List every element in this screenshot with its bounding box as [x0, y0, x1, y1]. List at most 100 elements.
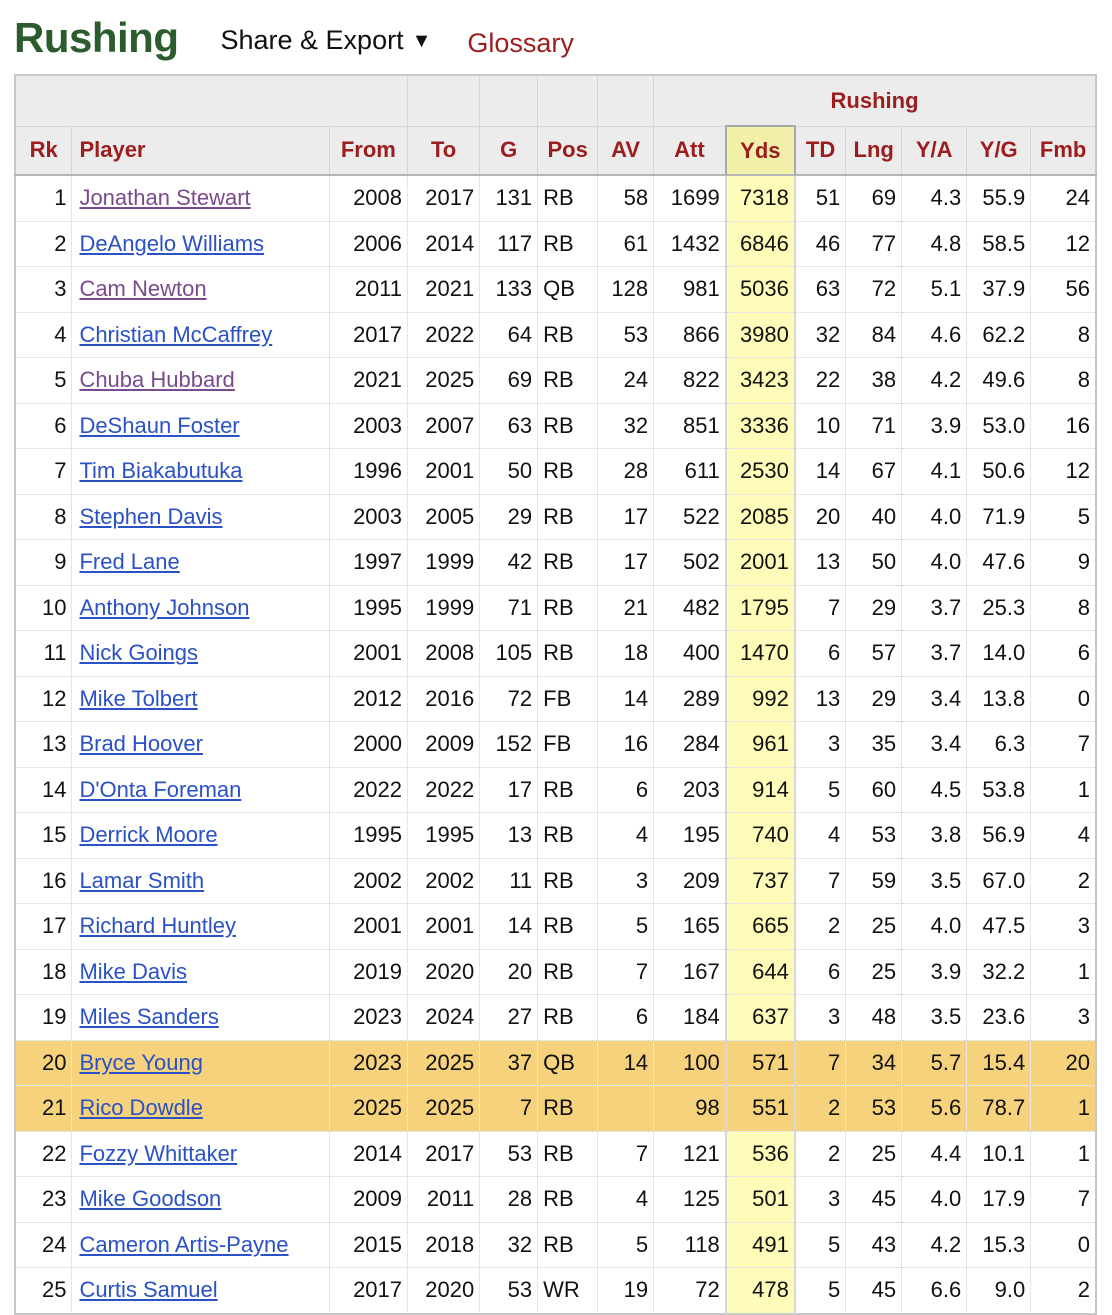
position-cell: RB — [537, 539, 598, 586]
player-link[interactable]: Derrick Moore — [79, 822, 218, 848]
player-link[interactable]: DeShaun Foster — [79, 412, 240, 438]
column-header-att[interactable]: Att — [653, 126, 726, 176]
player-cell: Lamar Smith — [71, 858, 330, 904]
td-cell: 3 — [794, 1176, 846, 1223]
yards-per-game-cell: 71.9 — [966, 494, 1031, 540]
player-link[interactable]: Fozzy Whittaker — [79, 1140, 238, 1166]
yards-per-game-cell: 47.6 — [966, 539, 1031, 586]
column-header-td[interactable]: TD — [794, 126, 846, 176]
attempts-cell: 482 — [653, 585, 726, 631]
from-cell: 2000 — [328, 721, 408, 768]
position-cell: RB — [537, 175, 598, 222]
to-cell: 2018 — [407, 1222, 480, 1268]
yards-per-attempt-cell: 4.2 — [901, 1222, 967, 1268]
player-link[interactable]: Fred Lane — [79, 549, 180, 575]
player-link[interactable]: Stephen Davis — [79, 503, 223, 529]
column-header-rk[interactable]: Rk — [15, 126, 72, 176]
column-header-from[interactable]: From — [328, 126, 408, 176]
games-cell: 7 — [479, 1085, 538, 1132]
av-cell: 4 — [597, 812, 654, 859]
player-link[interactable]: Jonathan Stewart — [79, 185, 251, 211]
yards-cell: 1470 — [724, 630, 796, 677]
rank-cell: 16 — [15, 858, 72, 904]
games-cell: 32 — [479, 1222, 538, 1268]
rank-cell: 24 — [15, 1222, 72, 1268]
share-export-menu[interactable]: Share & Export ▼ — [220, 25, 431, 56]
column-header-fmb[interactable]: Fmb — [1030, 126, 1096, 176]
yards-per-attempt-cell: 3.7 — [901, 585, 967, 631]
player-link[interactable]: D'Onta Foreman — [79, 776, 242, 802]
yards-per-attempt-cell: 3.8 — [901, 812, 967, 859]
to-cell: 2005 — [407, 494, 480, 540]
column-header-y-g[interactable]: Y/G — [966, 126, 1031, 176]
column-header-pos[interactable]: Pos — [537, 126, 598, 176]
player-link[interactable]: Chuba Hubbard — [79, 367, 235, 393]
player-link[interactable]: Brad Hoover — [79, 731, 203, 757]
player-link[interactable]: Mike Davis — [79, 958, 188, 984]
player-link[interactable]: Curtis Samuel — [79, 1277, 218, 1303]
player-link[interactable]: Rico Dowdle — [79, 1095, 203, 1121]
long-cell: 29 — [845, 676, 902, 722]
column-header-lng[interactable]: Lng — [845, 126, 902, 176]
player-link[interactable]: Bryce Young — [79, 1049, 203, 1075]
attempts-cell: 284 — [653, 721, 726, 768]
player-link[interactable]: Cameron Artis-Payne — [79, 1231, 289, 1257]
av-cell: 16 — [597, 721, 654, 768]
yards-per-attempt-cell: 4.3 — [901, 175, 967, 222]
column-header-to[interactable]: To — [407, 126, 480, 176]
attempts-cell: 125 — [653, 1176, 726, 1223]
long-cell: 69 — [845, 175, 902, 222]
from-cell: 1995 — [328, 585, 408, 631]
from-cell: 2003 — [328, 494, 408, 540]
column-header-g[interactable]: G — [479, 126, 538, 176]
position-cell: RB — [537, 494, 598, 540]
player-link[interactable]: Tim Biakabutuka — [79, 458, 243, 484]
yards-per-attempt-cell: 3.5 — [901, 858, 967, 904]
attempts-cell: 289 — [653, 676, 726, 722]
attempts-cell: 121 — [653, 1131, 726, 1177]
yards-per-attempt-cell: 4.0 — [901, 539, 967, 586]
player-link[interactable]: Mike Goodson — [79, 1186, 222, 1212]
position-cell: RB — [537, 448, 598, 495]
long-cell: 45 — [845, 1267, 902, 1314]
player-cell: Richard Huntley — [71, 903, 330, 950]
table-row: 24 Cameron Artis-Payne 2015 2018 32 RB 5 118 491… — [15, 1222, 1096, 1268]
column-header-yds[interactable]: Yds — [724, 125, 796, 176]
long-cell: 25 — [845, 903, 902, 950]
glossary-link[interactable]: Glossary — [467, 27, 574, 58]
games-cell: 152 — [479, 721, 538, 768]
rank-cell: 18 — [15, 949, 72, 995]
to-cell: 2001 — [407, 903, 480, 950]
player-link[interactable]: Nick Goings — [79, 640, 199, 666]
table-row: 23 Mike Goodson 2009 2011 28 RB 4 125 501 3 45 4.0 1… — [15, 1176, 1096, 1223]
yards-per-game-cell: 50.6 — [966, 448, 1031, 495]
player-link[interactable]: Christian McCaffrey — [79, 321, 273, 347]
player-link[interactable]: Anthony Johnson — [79, 594, 250, 620]
column-header-y-a[interactable]: Y/A — [901, 126, 967, 176]
yards-per-game-cell: 25.3 — [966, 585, 1031, 631]
player-link[interactable]: Lamar Smith — [79, 867, 205, 893]
attempts-cell: 98 — [653, 1085, 726, 1132]
td-cell: 3 — [794, 994, 846, 1041]
position-cell: RB — [537, 1131, 598, 1177]
column-header-player[interactable]: Player — [71, 126, 330, 176]
player-link[interactable]: Cam Newton — [79, 276, 207, 302]
position-cell: RB — [537, 1085, 598, 1132]
section-header: Rushing Share & Export ▼ Glossary — [14, 10, 574, 66]
av-cell: 19 — [597, 1267, 654, 1314]
yards-cell: 551 — [724, 1085, 796, 1132]
from-cell: 2003 — [328, 403, 408, 449]
td-cell: 2 — [794, 903, 846, 950]
games-cell: 105 — [479, 630, 538, 677]
table-row: 17 Richard Huntley 2001 2001 14 RB 5 165 665 2 25 4… — [15, 903, 1096, 950]
rank-cell: 13 — [15, 721, 72, 768]
column-header-av[interactable]: AV — [597, 126, 654, 176]
player-link[interactable]: Miles Sanders — [79, 1004, 219, 1030]
from-cell: 2008 — [328, 175, 408, 222]
player-link[interactable]: DeAngelo Williams — [79, 230, 265, 256]
td-cell: 63 — [794, 266, 846, 313]
player-link[interactable]: Richard Huntley — [79, 913, 236, 939]
from-cell: 2017 — [328, 1267, 408, 1314]
to-cell: 1995 — [407, 812, 480, 859]
player-link[interactable]: Mike Tolbert — [79, 685, 198, 711]
